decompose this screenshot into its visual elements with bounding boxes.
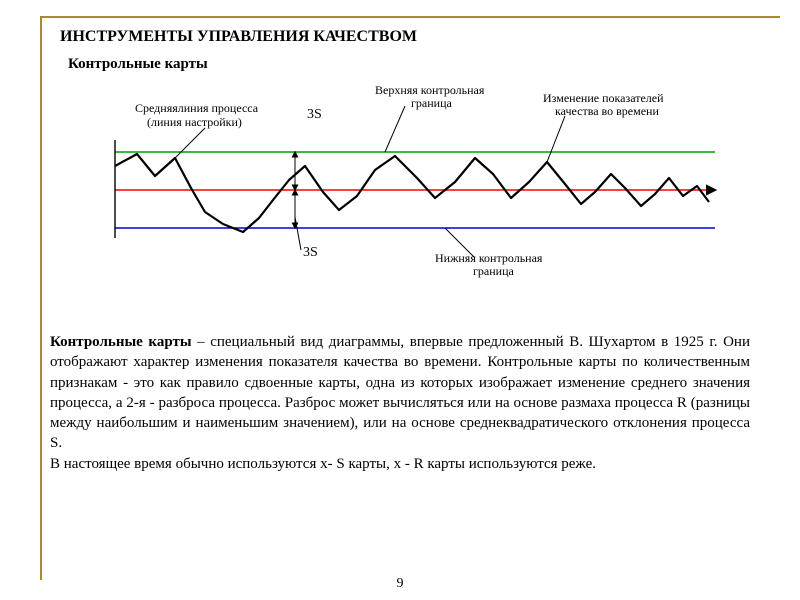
svg-text:Изменение показателей: Изменение показателей [543,91,664,105]
body-paragraph: Контрольные карты – специальный вид диаг… [50,332,750,474]
svg-text:3S: 3S [307,107,322,122]
body-text-2: В настоящее время обычно используются x-… [50,456,596,472]
svg-text:Средняялиния процесса: Средняялиния процесса [135,101,259,115]
decorative-rule-top [40,16,780,18]
control-chart: Средняялиния процесса(линия настройки) 3S… [75,80,725,280]
body-text-1: – специальный вид диаграммы, впервые пре… [50,334,750,451]
svg-text:3S: 3S [303,245,318,260]
page-number: 9 [0,576,800,592]
page-title: ИНСТРУМЕНТЫ УПРАВЛЕНИЯ КАЧЕСТВОМ [60,28,417,46]
body-lead: Контрольные карты [50,334,192,350]
svg-text:Верхняя контрольная: Верхняя контрольная [375,83,485,97]
svg-text:качества во времени: качества во времени [555,104,659,118]
svg-text:граница: граница [411,96,453,110]
svg-text:(линия настройки): (линия настройки) [147,115,242,129]
page-subtitle: Контрольные карты [68,56,208,73]
slide-page: ИНСТРУМЕНТЫ УПРАВЛЕНИЯ КАЧЕСТВОМ Контрол… [0,0,800,600]
svg-text:Нижняя контрольная: Нижняя контрольная [435,251,543,265]
svg-text:граница: граница [473,264,515,278]
control-chart-svg: Средняялиния процесса(линия настройки) 3S… [75,80,725,280]
decorative-rule-left [40,16,42,580]
